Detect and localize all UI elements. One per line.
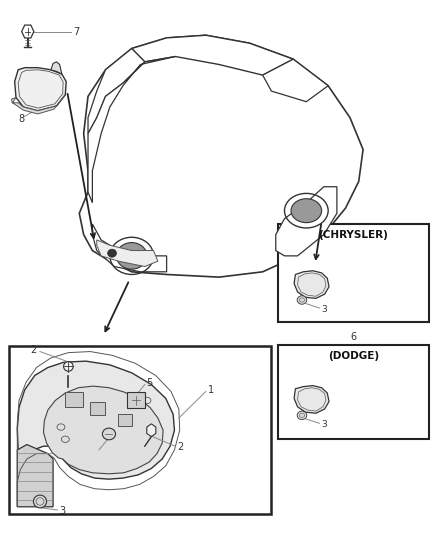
Ellipse shape [33, 495, 46, 508]
Bar [118, 414, 132, 426]
Ellipse shape [297, 296, 307, 304]
Polygon shape [43, 386, 163, 474]
Text: 7: 7 [73, 27, 79, 37]
Polygon shape [97, 240, 158, 266]
FancyBboxPatch shape [127, 392, 145, 408]
FancyBboxPatch shape [278, 224, 428, 322]
Text: 3: 3 [321, 304, 327, 313]
Ellipse shape [297, 411, 307, 419]
Polygon shape [147, 424, 156, 437]
Text: 3: 3 [60, 506, 66, 516]
Polygon shape [132, 35, 293, 75]
Bar [90, 402, 106, 415]
Polygon shape [14, 68, 66, 111]
Polygon shape [79, 35, 363, 277]
Text: 4: 4 [90, 448, 96, 457]
Ellipse shape [117, 243, 147, 269]
Bar [65, 392, 83, 407]
Polygon shape [12, 95, 65, 114]
Text: (CHRYSLER): (CHRYSLER) [318, 230, 388, 240]
Text: 2: 2 [30, 345, 36, 356]
Text: 1: 1 [208, 385, 214, 395]
Polygon shape [88, 49, 145, 134]
Polygon shape [21, 25, 34, 38]
Polygon shape [51, 62, 62, 74]
FancyBboxPatch shape [278, 345, 428, 439]
Text: 8: 8 [18, 114, 25, 124]
Text: (DODGE): (DODGE) [328, 351, 379, 361]
Polygon shape [88, 56, 175, 203]
Polygon shape [276, 187, 337, 256]
Polygon shape [92, 224, 166, 272]
Text: 2: 2 [177, 442, 184, 452]
Text: 3: 3 [321, 420, 327, 429]
Polygon shape [17, 445, 53, 507]
Ellipse shape [291, 199, 321, 223]
Polygon shape [17, 361, 174, 506]
Text: 6: 6 [350, 332, 357, 342]
Ellipse shape [64, 362, 73, 371]
Polygon shape [294, 385, 329, 413]
Text: 5: 5 [146, 378, 152, 389]
Ellipse shape [108, 249, 117, 257]
FancyBboxPatch shape [10, 346, 272, 514]
Polygon shape [263, 59, 328, 102]
Polygon shape [294, 271, 329, 298]
Ellipse shape [102, 428, 116, 440]
